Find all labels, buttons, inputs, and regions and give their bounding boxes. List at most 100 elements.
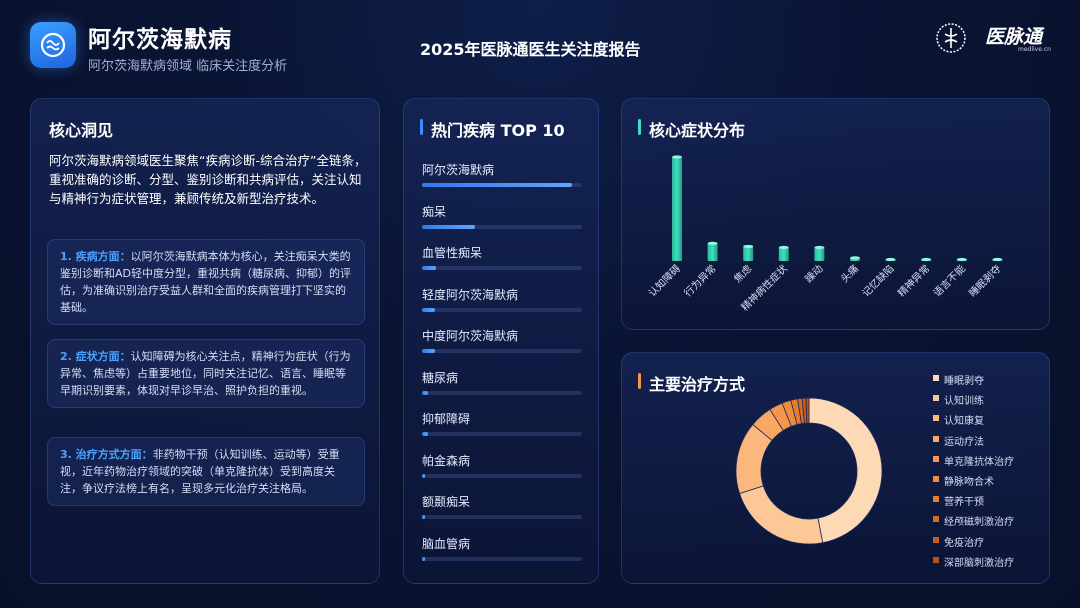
legend-swatch xyxy=(933,496,939,503)
symptom-tick-label: 语言不能 xyxy=(930,262,967,299)
legend-label: 营养干预 xyxy=(944,497,984,509)
symptom-bar-cap xyxy=(850,256,860,260)
symptom-tick-label: 睡眠剥夺 xyxy=(966,262,1003,299)
rank-item-track xyxy=(422,473,582,478)
therapy-slice xyxy=(808,397,883,544)
brain-icon xyxy=(40,32,66,58)
symptom-tick-label: 头痛 xyxy=(838,262,861,285)
rank-item-bar xyxy=(422,432,429,436)
insight-card-symptom: 2. 症状方面：认知障碍为核心关注点，精神行为症状（行为异常、焦虑等）占重要地位… xyxy=(47,339,365,408)
insight-card-body: 认知障碍为核心关注点，精神行为症状（行为异常、焦虑等）占重要地位，同时关注记忆、… xyxy=(60,350,351,397)
rank-item-label: 轻度阿尔茨海默病 xyxy=(422,287,519,302)
therapy-legend-item: 睡眠剥夺 xyxy=(933,372,984,387)
symptom-bar-cap xyxy=(743,244,754,249)
legend-label: 静脉吻合术 xyxy=(944,477,994,488)
insight-card-heading: 3. 治疗方式方面： xyxy=(60,448,153,461)
therapy-legend-item: 静脉吻合术 xyxy=(933,473,994,488)
symptom-tick-label: 精神异常 xyxy=(895,262,932,299)
symptom-tick-label: 认知障碍 xyxy=(646,262,683,299)
legend-label: 睡眠剥夺 xyxy=(944,376,984,387)
legend-label: 认知康复 xyxy=(944,416,984,428)
legend-swatch xyxy=(933,536,939,543)
rank-item-label: 中度阿尔茨海默病 xyxy=(422,329,519,343)
rank-item-bar xyxy=(422,556,425,561)
symptom-bar-cap xyxy=(778,245,789,250)
rank-item-bar xyxy=(422,224,475,229)
legend-label: 认知训练 xyxy=(944,396,984,408)
therapy-legend-item: 单克隆抗体治疗 xyxy=(933,453,1014,468)
symptom-tick-label: 焦虑 xyxy=(731,262,754,285)
symptom-bar-cap xyxy=(921,257,932,262)
symptom-bar xyxy=(814,247,825,261)
rank-item-bar xyxy=(422,473,426,478)
rank-item-track xyxy=(422,349,582,353)
therapy-donut-chart xyxy=(735,397,883,545)
therapy-chart-title: 主要治疗方式 xyxy=(649,375,746,394)
legend-swatch xyxy=(933,516,939,523)
rank-item-track xyxy=(422,432,582,436)
page-title: 阿尔茨海默病 xyxy=(88,27,232,53)
therapy-legend-item: 营养干预 xyxy=(933,493,984,509)
insight-card-therapy: 3. 治疗方式方面：非药物干预（认知训练、运动等）受重视，近年药物治疗领域的突破… xyxy=(47,437,365,506)
legend-swatch xyxy=(933,415,939,422)
symptom-bar-cap xyxy=(885,257,896,262)
therapy-legend-item: 深部脑刺激治疗 xyxy=(933,554,1014,569)
brand-url: medlive.cn xyxy=(1018,46,1051,53)
symptom-bar xyxy=(707,243,718,261)
insight-card-heading: 1. 疾病方面： xyxy=(60,250,131,263)
therapy-legend-item: 免疫治疗 xyxy=(933,534,984,549)
symptom-bar-cap xyxy=(992,257,1003,262)
rank-item-label: 抑郁障碍 xyxy=(422,412,471,426)
title-accent-bar xyxy=(420,119,423,135)
therapy-legend-item: 认知训练 xyxy=(933,392,984,408)
insight-intro: 阿尔茨海默病领域医生聚焦“疾病诊断-综合治疗”全链条，重视准确的诊断、分型、鉴别… xyxy=(49,153,367,206)
legend-swatch xyxy=(933,435,939,442)
rank-item-label: 帕金森病 xyxy=(422,453,471,468)
rank-item-label: 阿尔茨海默病 xyxy=(422,163,495,177)
therapy-legend-item: 经颅磁刺激治疗 xyxy=(933,513,1014,528)
therapy-slice xyxy=(739,485,824,545)
insight-title: 核心洞见 xyxy=(49,121,114,140)
legend-label: 深部脑刺激治疗 xyxy=(944,557,1014,569)
rank-item-label: 糖尿病 xyxy=(422,370,459,385)
therapy-legend-item: 认知康复 xyxy=(933,412,984,428)
rank-item-track xyxy=(422,515,582,519)
top10-panel: 热门疾病 TOP 10 阿尔茨海默病 痴呆 血管性痴呆 轻度阿尔茨海默病 中度阿尔茨海默… xyxy=(403,98,599,584)
rank-item-track xyxy=(422,556,582,561)
therapy-legend-item: 运动疗法 xyxy=(933,433,984,448)
symptom-bar-cap xyxy=(956,257,967,262)
legend-swatch xyxy=(933,395,939,402)
insight-card-body: 非药物干预（认知训练、运动等）受重视，近年药物治疗领域的突破（单克隆抗体）受到高… xyxy=(60,448,340,495)
symptom-tick-label: 记忆缺陷 xyxy=(859,262,896,299)
symptom-panel: 核心症状分布 认知障碍 行为异常 焦虑 精神病性症状 躁动 头痛 记忆缺陷 精神异常 语言不能睡… xyxy=(621,98,1050,330)
rank-item-bar xyxy=(422,515,425,519)
symptom-bar-cap xyxy=(814,245,825,250)
title-accent-bar xyxy=(638,373,641,389)
symptom-bar xyxy=(672,157,682,261)
therapy-panel: 主要治疗方式 睡眠剥夺认知训练认知康复运动疗法单克隆抗体治疗静脉吻合术营养干预经… xyxy=(621,352,1050,584)
top10-title: 热门疾病 TOP 10 xyxy=(431,121,565,140)
symptom-bar-cap xyxy=(672,155,682,159)
symptom-chart-title: 核心症状分布 xyxy=(649,121,746,140)
insight-panel: 核心洞见 阿尔茨海默病领域医生聚焦“疾病诊断-综合治疗”全链条，重视准确的诊断、… xyxy=(30,98,380,584)
emblem-logo-icon xyxy=(936,23,966,53)
rank-item-bar xyxy=(422,266,437,270)
title-accent-bar xyxy=(638,119,641,135)
symptom-bar-cap xyxy=(707,241,718,245)
therapy-slice xyxy=(805,397,810,424)
rank-item-track xyxy=(422,266,582,270)
legend-swatch xyxy=(933,455,939,462)
brand-logo: 医脉通 xyxy=(985,26,1043,48)
rank-item-label: 血管性痴呆 xyxy=(422,246,483,260)
rank-item-track xyxy=(422,307,582,312)
legend-label: 免疫治疗 xyxy=(944,537,984,549)
insight-card-disease: 1. 疾病方面：以阿尔茨海默病本体为核心，关注痴呆大类的鉴别诊断和AD轻中度分型… xyxy=(47,239,365,325)
rank-item-label: 额颞痴呆 xyxy=(422,495,471,509)
legend-swatch xyxy=(933,476,939,482)
insight-card-body: 以阿尔茨海默病本体为核心，关注痴呆大类的鉴别诊断和AD轻中度分型，重视共病（糖尿… xyxy=(60,250,351,314)
rank-item-bar xyxy=(422,390,429,395)
rank-item-track xyxy=(422,183,582,187)
rank-item-bar xyxy=(422,183,573,187)
rank-item-bar xyxy=(422,307,435,312)
